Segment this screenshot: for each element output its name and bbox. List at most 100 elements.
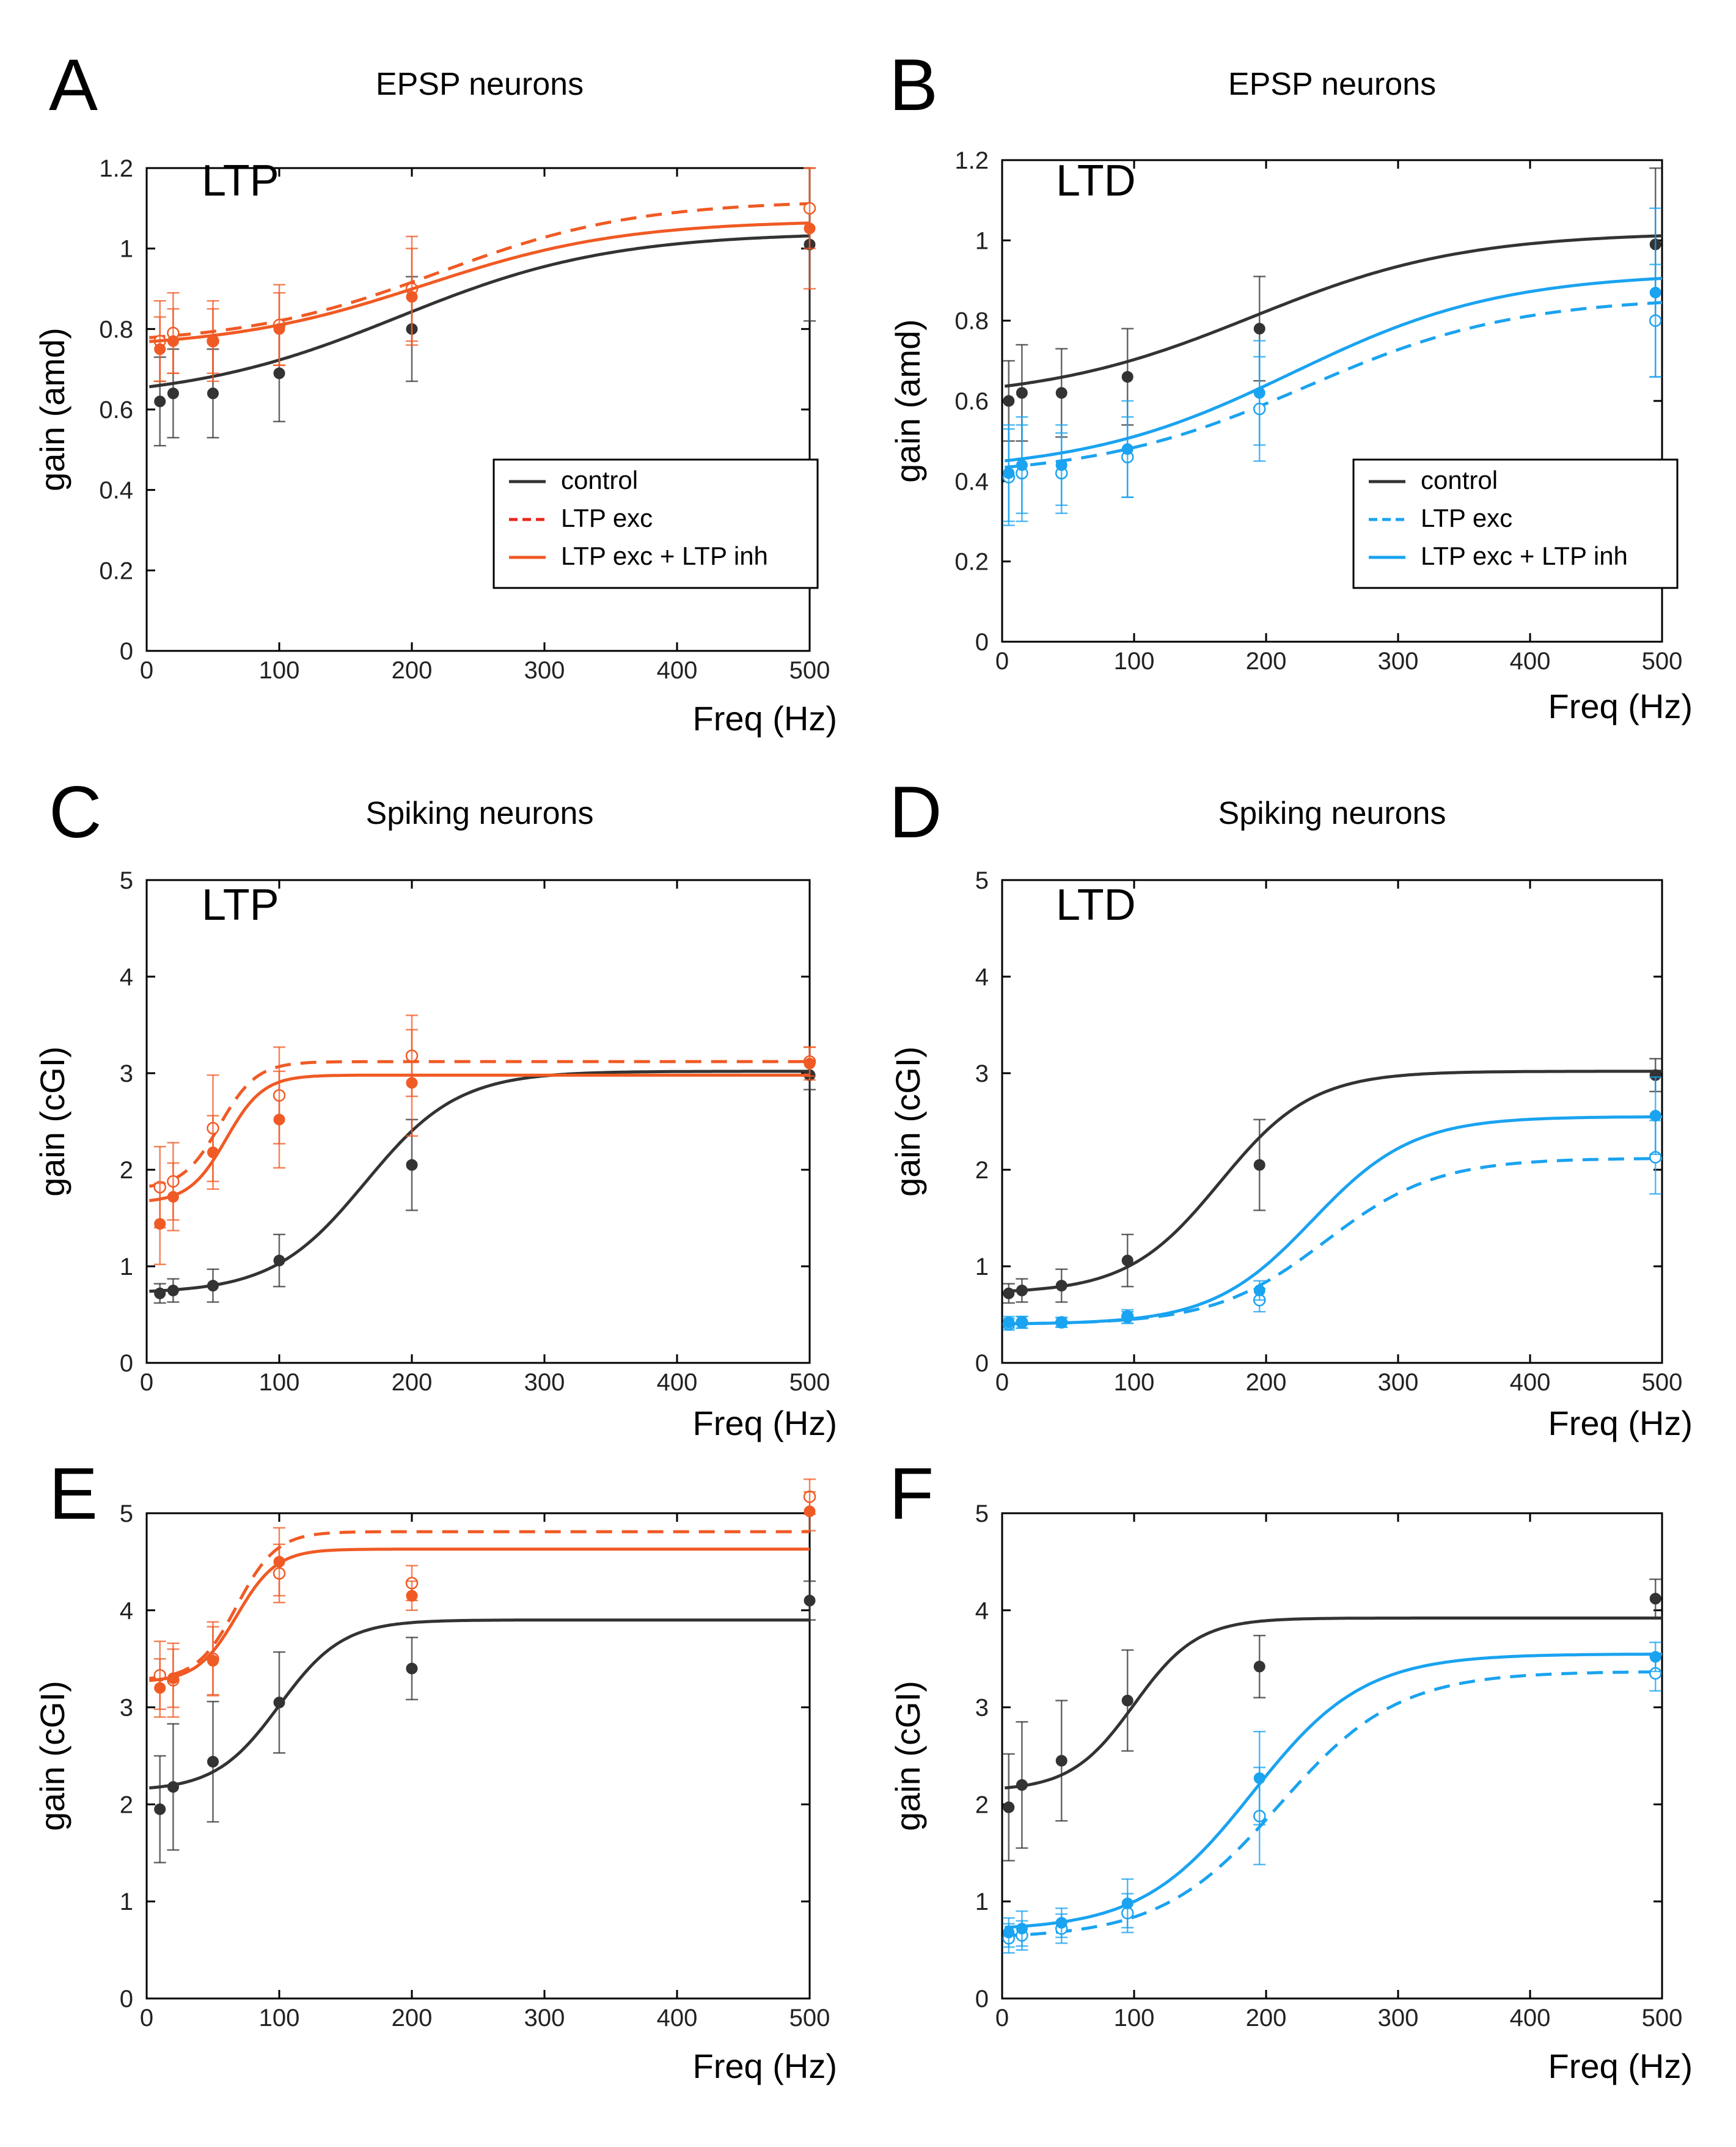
panel-letter: B: [889, 44, 938, 126]
x-tick-label: 200: [392, 657, 433, 684]
data-point: [1649, 1593, 1661, 1605]
legend-item-label: LTP exc + LTP inh: [561, 541, 768, 570]
panel-letter: E: [49, 1453, 98, 1535]
panel-title: Spiking neurons: [1218, 796, 1446, 831]
data-point: [154, 1287, 166, 1299]
data-point: [273, 1697, 285, 1709]
y-tick-label: 0.8: [954, 308, 989, 335]
x-tick-label: 500: [1642, 648, 1683, 675]
data-point: [1016, 387, 1028, 399]
data-point: [273, 1555, 285, 1568]
series-curve: [1005, 1670, 1663, 1937]
x-tick-label: 0: [995, 2005, 1009, 2031]
series-curve: [1005, 1070, 1662, 1293]
panel-c: C Spiking neurons LTP 0 100 200 300 400 500 0 1 2 3 4…: [33, 771, 837, 1442]
data-point: [1055, 459, 1068, 471]
data-point: [1055, 1316, 1068, 1329]
x-tick-label: 300: [524, 1369, 565, 1396]
y-tick-label: 4: [975, 1598, 989, 1624]
x-tick-label: 0: [140, 1369, 153, 1396]
series-control: [148, 167, 816, 447]
data-point: [1121, 1312, 1134, 1324]
y-tick-label: 2: [120, 1791, 133, 1818]
data-point: [167, 1672, 179, 1684]
data-point: [167, 1285, 179, 1296]
y-tick-label: 0.2: [954, 549, 989, 576]
series-control: [149, 1060, 816, 1304]
series-control: [1002, 167, 1663, 442]
data-point: [1253, 1661, 1265, 1673]
data-point: [154, 1803, 166, 1815]
data-point: [1253, 1772, 1265, 1785]
data-point: [804, 1057, 816, 1070]
series-curve: [1004, 234, 1663, 388]
y-tick-label: 5: [120, 867, 133, 894]
series-ltp-exc-ltp-inh: [1002, 1076, 1662, 1329]
legend: control LTP exc LTP exc + LTP inh: [493, 458, 819, 589]
data-point: [1121, 371, 1134, 383]
data-point: [273, 323, 285, 335]
x-tick-label: 0: [995, 648, 1009, 675]
series-control: [1002, 1058, 1662, 1304]
data-point: [1121, 1897, 1134, 1909]
x-tick-label: 500: [1642, 1369, 1683, 1396]
data-point: [804, 1595, 816, 1607]
series-curve: [1005, 1115, 1662, 1326]
x-tick-label: 300: [524, 657, 565, 684]
series-curve: [148, 234, 810, 389]
data-point: [406, 1590, 418, 1602]
panel-letter: D: [889, 771, 942, 853]
panel-f: F 0 100 200 300 400 500 0 1 2 3 4 5 Freq (Hz) gain (cG…: [888, 1453, 1693, 2085]
plot-frame: [145, 879, 811, 1364]
data-point: [207, 1756, 219, 1768]
x-tick-label: 100: [1114, 2005, 1155, 2031]
panel-letter: A: [49, 44, 98, 126]
y-axis-label: gain (cGI): [33, 1681, 71, 1831]
y-tick-label: 3: [975, 1695, 989, 1722]
panel-title: Spiking neurons: [366, 796, 594, 831]
y-tick-label: 0: [975, 1350, 989, 1377]
plot-label: LTD: [1056, 881, 1136, 930]
panel-d: D Spiking neurons LTD 0 100 200 300 400 500 0 1 2 3 4…: [888, 771, 1693, 1442]
y-tick-label: 3: [975, 1060, 989, 1087]
y-tick-label: 1: [975, 1888, 989, 1915]
x-tick-label: 100: [1114, 648, 1155, 675]
x-tick-label: 100: [259, 1369, 300, 1396]
y-axis-label: gain (cGI): [888, 1681, 927, 1831]
data-point: [207, 1654, 219, 1667]
x-axis-label: Freq (Hz): [1548, 2047, 1693, 2085]
y-tick-label: 0: [120, 1986, 133, 2013]
x-tick-label: 500: [1642, 2005, 1683, 2031]
plot-label: LTP: [202, 156, 279, 205]
x-tick-label: 100: [259, 657, 300, 684]
x-tick-label: 300: [1378, 1369, 1419, 1396]
y-tick-label: 1: [120, 1888, 133, 1915]
data-point: [1003, 1287, 1015, 1299]
data-point: [1253, 387, 1265, 399]
plot-frame: [1001, 879, 1663, 1364]
data-point: [1016, 1923, 1028, 1935]
x-tick-label: 400: [657, 657, 698, 684]
data-point: [406, 1159, 418, 1171]
x-tick-label: 300: [524, 2005, 565, 2031]
data-point: [1649, 287, 1661, 299]
legend-box: [493, 458, 819, 589]
x-tick-label: 400: [1510, 2005, 1551, 2031]
series-curve: [1005, 301, 1663, 469]
series-ltp-exc: [1002, 1655, 1663, 1954]
plot-frame: [145, 1512, 811, 2000]
y-axis-label: gain (cGI): [33, 1046, 71, 1197]
panel-letter: C: [49, 771, 102, 853]
panel-letter: F: [889, 1453, 934, 1535]
series-ltp-exc-ltp-inh: [149, 1491, 816, 1718]
x-tick-label: 500: [789, 2005, 830, 2031]
data-point: [1016, 1316, 1028, 1329]
series-ltp-exc-ltp-inh: [149, 167, 816, 383]
data-point: [1055, 387, 1068, 399]
y-tick-label: 0.2: [99, 557, 133, 584]
series-curve: [149, 1530, 810, 1680]
x-tick-label: 400: [1510, 648, 1551, 675]
legend-item-label: LTP exc: [561, 504, 653, 532]
y-tick-label: 3: [120, 1060, 133, 1087]
panel-title: EPSP neurons: [376, 67, 584, 102]
